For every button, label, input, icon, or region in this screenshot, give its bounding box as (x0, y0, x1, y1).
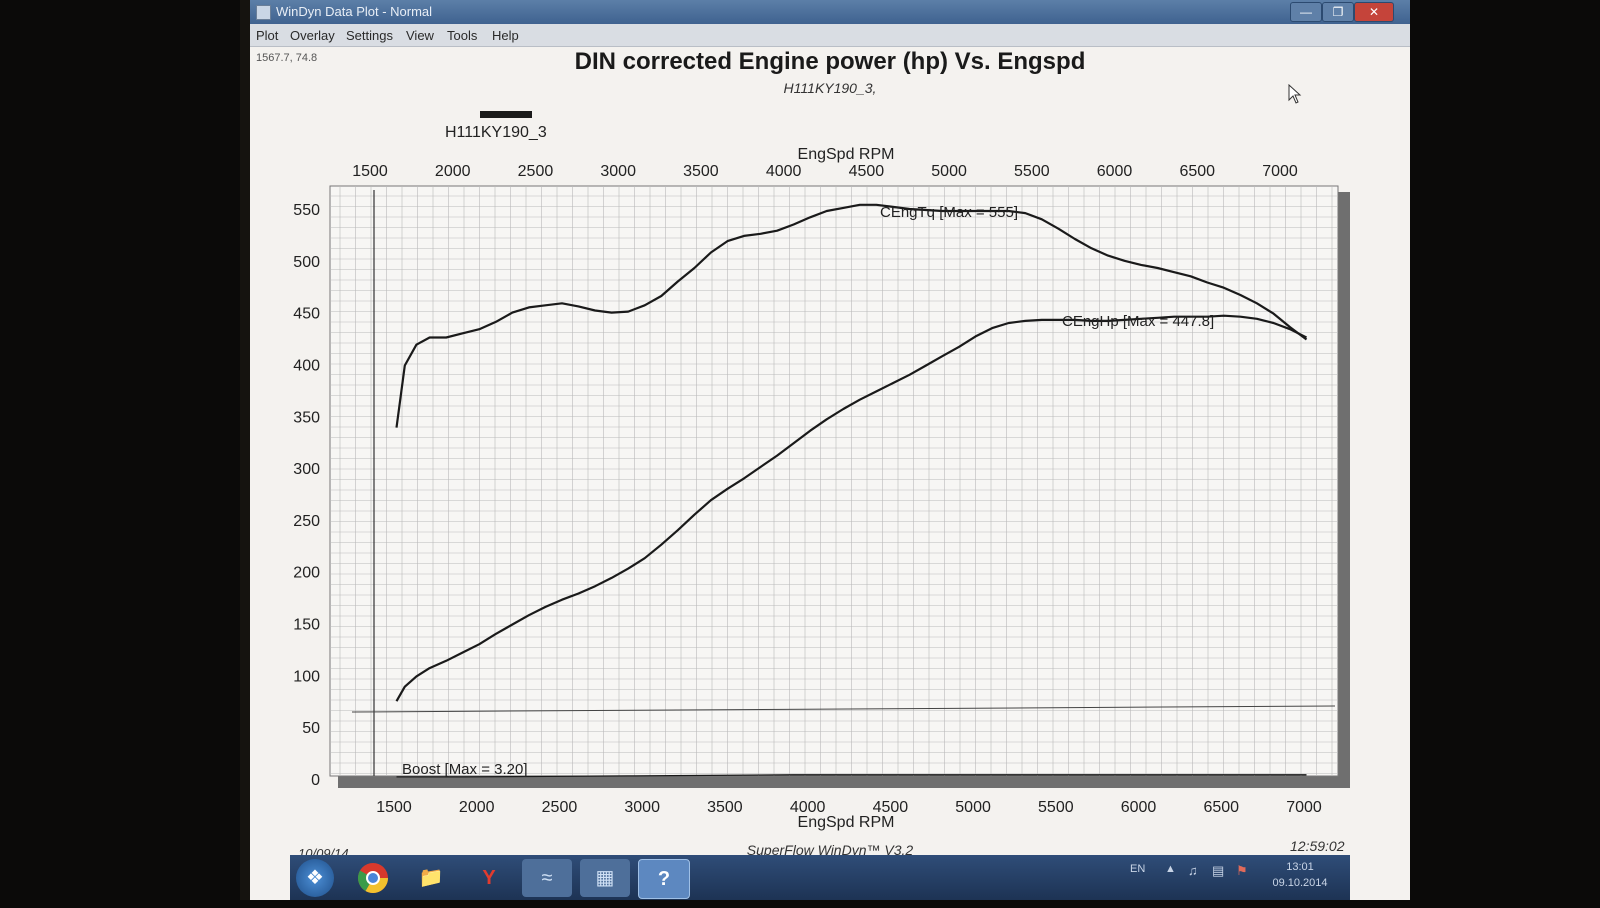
app-icon (256, 5, 271, 20)
series-line-cenghp (395, 314, 1307, 702)
superflow-taskbar-icon[interactable]: ≈ (522, 859, 572, 897)
x-tick-label-top: 4000 (766, 163, 802, 180)
x-tick-label-top: 3500 (683, 163, 719, 180)
menu-overlay[interactable]: Overlay (290, 28, 335, 43)
menu-view[interactable]: View (406, 28, 434, 43)
y-tick-label: 150 (293, 617, 320, 634)
x-axis-label-top: EngSpd RPM (798, 146, 895, 163)
mouse-cursor-icon (1288, 84, 1302, 104)
menu-plot[interactable]: Plot (256, 28, 279, 43)
y-tick-label: 0 (311, 772, 320, 789)
action-center-icon[interactable]: ⚑ (1236, 863, 1248, 878)
legend-label: H111KY190_3 (445, 124, 547, 141)
x-tick-label-top: 2000 (435, 163, 471, 180)
x-tick-label-top: 6000 (1097, 163, 1133, 180)
menu-settings[interactable]: Settings (346, 28, 393, 43)
help-taskbar-icon[interactable]: ? (638, 859, 690, 899)
network-icon[interactable]: ▤ (1212, 863, 1225, 878)
x-tick-label-top: 1500 (352, 163, 388, 180)
x-tick-label-top: 3000 (600, 163, 636, 180)
y-tick-label: 550 (293, 202, 320, 219)
software-brand: SuperFlow WinDyn™ V3.2 (746, 842, 914, 858)
maximize-button[interactable]: ❐ (1322, 2, 1354, 22)
language-indicator[interactable]: EN (1130, 863, 1146, 875)
y-tick-label: 250 (293, 513, 320, 530)
series-line-boost (396, 774, 1307, 778)
plot-area (329, 185, 1339, 777)
chrome-taskbar-icon[interactable] (348, 859, 398, 897)
menu-help[interactable]: Help (492, 28, 519, 43)
y-tick-label: 200 (293, 565, 320, 582)
plot-time: 12:59:02 (1290, 838, 1345, 854)
y-tick-label: 450 (293, 306, 320, 323)
clock-date: 09.10.2014 (1272, 877, 1328, 889)
legend-swatch (480, 111, 532, 118)
x-tick-label-bottom: 2500 (542, 799, 578, 816)
x-tick-label-top: 4500 (849, 163, 885, 180)
x-tick-label-bottom: 3000 (624, 799, 660, 816)
chart-subtitle: H111KY190_3, (783, 80, 877, 96)
coordinate-readout: 1567.7, 74.8 (256, 52, 318, 64)
x-tick-label-bottom: 1500 (376, 799, 412, 816)
x-tick-label-bottom: 4500 (873, 799, 909, 816)
explorer-taskbar-icon[interactable]: 📁 (418, 867, 444, 889)
reference-line (351, 705, 1336, 713)
tray-expand-icon[interactable]: ▲ (1165, 863, 1176, 875)
volume-icon[interactable]: ♫ (1188, 863, 1198, 878)
chart-title: DIN corrected Engine power (hp) Vs. Engs… (574, 48, 1086, 75)
title-bar: WinDyn Data Plot - Normal — ❐ ✕ (250, 0, 1410, 24)
windyn-taskbar-icon[interactable]: ▦ (580, 859, 630, 897)
x-tick-label-bottom: 5000 (955, 799, 991, 816)
taskbar: ❖ 📁 Y ≈ ▦ ? EN ▲ ♫ ▤ ⚑ 13:01 09.10.2014 (290, 855, 1350, 900)
y-tick-label: 400 (293, 357, 320, 374)
menu-tools[interactable]: Tools (447, 28, 478, 43)
x-tick-label-top: 5500 (1014, 163, 1050, 180)
x-tick-label-top: 7000 (1262, 163, 1298, 180)
x-tick-label-bottom: 2000 (459, 799, 495, 816)
y-tick-label: 100 (293, 668, 320, 685)
close-button[interactable]: ✕ (1354, 2, 1394, 22)
series-label-cenghp: CEngHp [Max = 447.8] (1062, 313, 1214, 330)
x-tick-label-bottom: 6500 (1203, 799, 1239, 816)
x-tick-label-bottom: 3500 (707, 799, 743, 816)
minimize-button[interactable]: — (1290, 2, 1322, 22)
y-tick-label: 300 (293, 461, 320, 478)
x-tick-label-bottom: 7000 (1286, 799, 1322, 816)
series-line-cengtq (395, 203, 1308, 428)
start-button[interactable]: ❖ (296, 859, 334, 897)
yandex-taskbar-icon[interactable]: Y (482, 867, 496, 889)
x-tick-label-bottom: 5500 (1038, 799, 1074, 816)
window-title: WinDyn Data Plot - Normal (276, 4, 433, 19)
x-tick-label-top: 2500 (518, 163, 554, 180)
taskbar-clock[interactable]: 13:01 09.10.2014 (1265, 859, 1335, 891)
clock-time: 13:01 (1286, 861, 1314, 873)
x-tick-label-top: 6500 (1179, 163, 1215, 180)
x-axis-label-bottom: EngSpd RPM (798, 814, 895, 831)
y-tick-label: 350 (293, 409, 320, 426)
x-tick-label-bottom: 6000 (1121, 799, 1157, 816)
series-label-boost: Boost [Max = 3.20] (402, 761, 528, 778)
series-label-cengtq: CEngTq [Max = 555] (880, 204, 1018, 221)
x-tick-label-bottom: 4000 (790, 799, 826, 816)
x-tick-label-top: 5000 (931, 163, 967, 180)
y-tick-label: 50 (302, 720, 320, 737)
menu-bar: Plot Overlay Settings View Tools Help (250, 24, 1410, 47)
y-tick-label: 500 (293, 254, 320, 271)
